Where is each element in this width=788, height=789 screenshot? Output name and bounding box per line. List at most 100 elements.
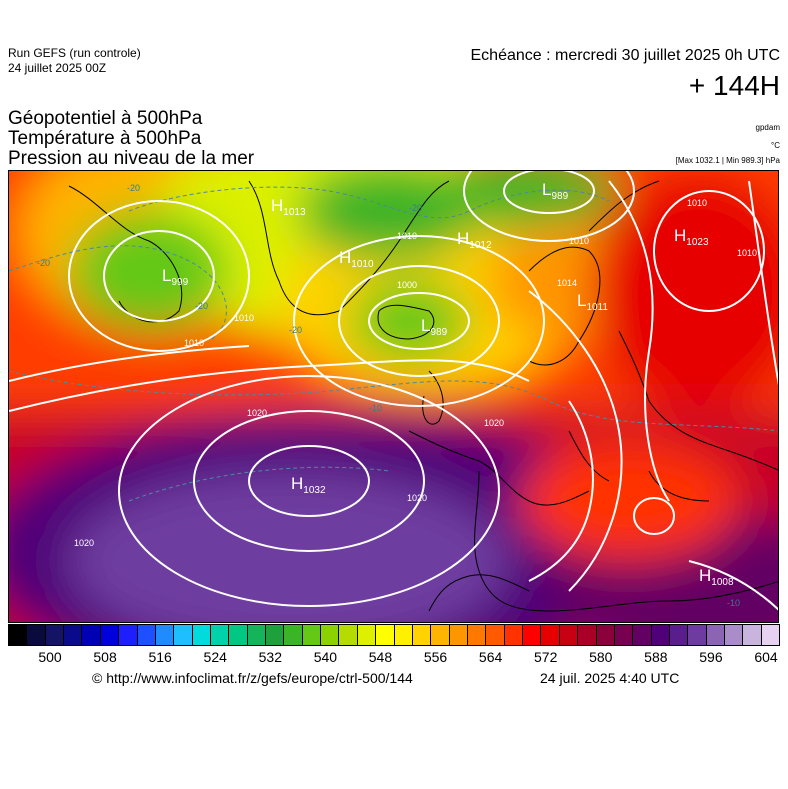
coastlines [68,180,778,612]
field-title-pressure: Pression au niveau de la mer [8,148,255,169]
pressure-center-value: 989 [551,191,568,202]
colorbar-swatch [357,625,377,645]
run-title: Run GEFS (run controle) [8,46,141,60]
svg-text:L999: L999 [162,266,189,288]
svg-text:L989: L989 [421,316,448,338]
colorbar-swatch [669,625,689,645]
colorbar-swatch [394,625,413,645]
colorbar-tick-label: 580 [589,649,613,665]
colorbar-swatch [174,625,193,645]
weather-map: H1013 H1010 H1012 H1023 L989 L989 L999 L… [8,170,779,623]
pressure-center-value: 1011 [586,302,608,313]
isobars [9,171,778,611]
colorbar-swatch [523,625,542,645]
colorbar-swatch [541,625,560,645]
colorbar-swatch [339,625,358,645]
credit-url[interactable]: © http://www.infoclimat.fr/z/gefs/europe… [92,670,413,686]
colorbar-tick-label: 540 [313,649,338,665]
temperature-label: -20 [127,183,140,193]
colorbar-swatch [376,625,395,645]
pressure-center-type: H [457,229,469,248]
pressure-center-value: 999 [171,277,188,288]
colorbar-swatch [45,625,65,645]
colorbar-swatch [284,625,303,645]
pressure-center-type: H [271,196,283,215]
pressure-center-value: 1008 [711,577,734,588]
colorbar-swatch [596,625,615,645]
colorbar-swatch [706,625,726,645]
isobar-label: 1010 [569,236,589,246]
colorbar-swatch [192,625,211,645]
colorbar-tick-label: 556 [423,649,448,665]
pressure-center-type: L [162,266,171,285]
pressure-center-value: 989 [430,327,447,338]
colorbar-swatch [27,625,46,645]
pressure-centers: H1013 H1010 H1012 H1023 L989 L989 L999 L… [162,180,734,588]
colorbar-tick-label: 516 [148,649,172,665]
pressure-center-value: 1023 [686,237,709,248]
pressure-center-type: H [339,248,351,267]
temperature-labels: -20 -20 -20 -20 -20 -10 -10 [37,183,740,608]
pressure-center-value: 1012 [469,240,492,251]
colorbar-swatch [559,625,579,645]
colorbar-swatch [155,625,175,645]
colorbar-tick-label: 604 [754,649,778,665]
isotherms [9,186,778,502]
field-title-geopotential: Géopotentiel à 500hPa [8,108,203,129]
pressure-center-type: L [577,291,586,310]
pressure-center-type: H [291,474,303,493]
colorbar-swatch [743,625,762,645]
colorbar-swatch [321,625,340,645]
colorbar-swatch [247,625,267,645]
field-title-temperature: Température à 500hPa [8,128,202,149]
colorbar-swatch [725,625,744,645]
isobar-labels: 1000 1010 1010 1010 1010 1014 1020 1020 … [74,198,757,548]
svg-text:H1010: H1010 [339,248,374,270]
isobar-label: 1020 [407,493,427,503]
isobar-label: 1020 [247,408,267,418]
pressure-center-value: 1010 [351,259,374,270]
temperature-label: -20 [195,301,208,311]
colorbar-tick-label: 548 [368,649,393,665]
svg-text:L1011: L1011 [577,291,608,313]
colorbar-swatch [266,625,285,645]
unit-temperature: °C [771,141,780,150]
colorbar-swatch [119,625,138,645]
colorbar-swatch [302,625,322,645]
colorbar-swatch [100,625,120,645]
colorbar-swatch [137,625,156,645]
colorbar-tick-label: 564 [478,649,503,665]
geopotential-field [9,171,778,622]
colorbar-tick-label: 508 [93,649,117,665]
pressure-center-type: H [674,226,686,245]
colorbar-swatch [504,625,524,645]
colorbar-tick-label: 588 [644,649,668,665]
svg-text:H1023: H1023 [674,226,709,248]
pressure-center-type: H [699,566,711,585]
svg-text:H1013: H1013 [271,196,306,218]
colorbar-tick-label: 532 [258,649,282,665]
pressure-center-value: 1013 [283,207,306,218]
isobar-label: 1010 [737,248,757,258]
colorbar [8,624,780,646]
pressure-center-type: L [421,316,430,335]
colorbar-swatch [412,625,432,645]
colorbar-swatch [210,625,230,645]
svg-text:H1012: H1012 [457,229,492,251]
pressure-center-type: L [542,180,551,199]
weather-map-svg: H1013 H1010 H1012 H1023 L989 L989 L999 L… [9,171,778,622]
colorbar-swatch [614,625,634,645]
colorbar-tick-label: 524 [203,649,227,665]
colorbar-tick-label: 500 [38,649,62,665]
svg-text:L989: L989 [542,180,569,202]
temperature-label: -20 [409,203,422,213]
isobar-label: 1020 [74,538,94,548]
pressure-range: [Max 1032.1 | Min 989.3] hPa [675,156,780,165]
temperature-label: -20 [37,258,50,268]
colorbar-swatch [486,625,505,645]
colorbar-swatch [651,625,670,645]
unit-geopotential: gpdam [755,123,780,132]
temperature-label: -10 [369,403,382,413]
colorbar-swatch [467,625,487,645]
temperature-label: -20 [289,325,302,335]
